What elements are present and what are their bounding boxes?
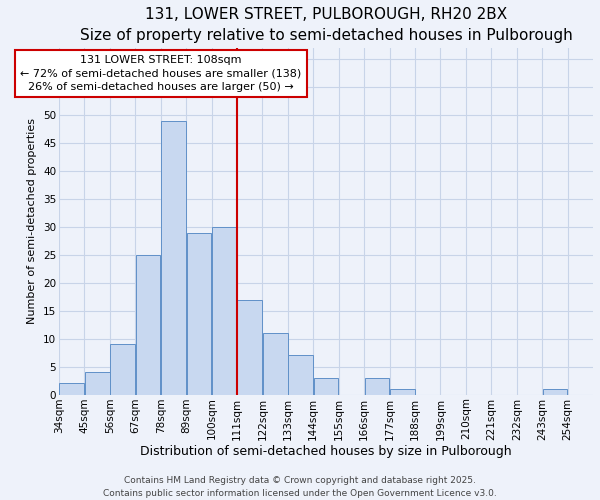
Bar [314, 378, 338, 394]
Bar [110, 344, 135, 395]
Bar [136, 255, 160, 394]
Bar [187, 232, 211, 394]
Bar [212, 227, 236, 394]
Text: Contains HM Land Registry data © Crown copyright and database right 2025.
Contai: Contains HM Land Registry data © Crown c… [103, 476, 497, 498]
Title: 131, LOWER STREET, PULBOROUGH, RH20 2BX
Size of property relative to semi-detach: 131, LOWER STREET, PULBOROUGH, RH20 2BX … [80, 7, 572, 43]
Bar [288, 356, 313, 395]
Y-axis label: Number of semi-detached properties: Number of semi-detached properties [28, 118, 37, 324]
Bar [59, 384, 84, 394]
Bar [238, 300, 262, 394]
X-axis label: Distribution of semi-detached houses by size in Pulborough: Distribution of semi-detached houses by … [140, 445, 512, 458]
Bar [365, 378, 389, 394]
Text: 131 LOWER STREET: 108sqm
← 72% of semi-detached houses are smaller (138)
26% of : 131 LOWER STREET: 108sqm ← 72% of semi-d… [20, 55, 301, 92]
Bar [390, 389, 415, 394]
Bar [263, 333, 287, 394]
Bar [85, 372, 110, 394]
Bar [161, 121, 186, 394]
Bar [542, 389, 567, 394]
